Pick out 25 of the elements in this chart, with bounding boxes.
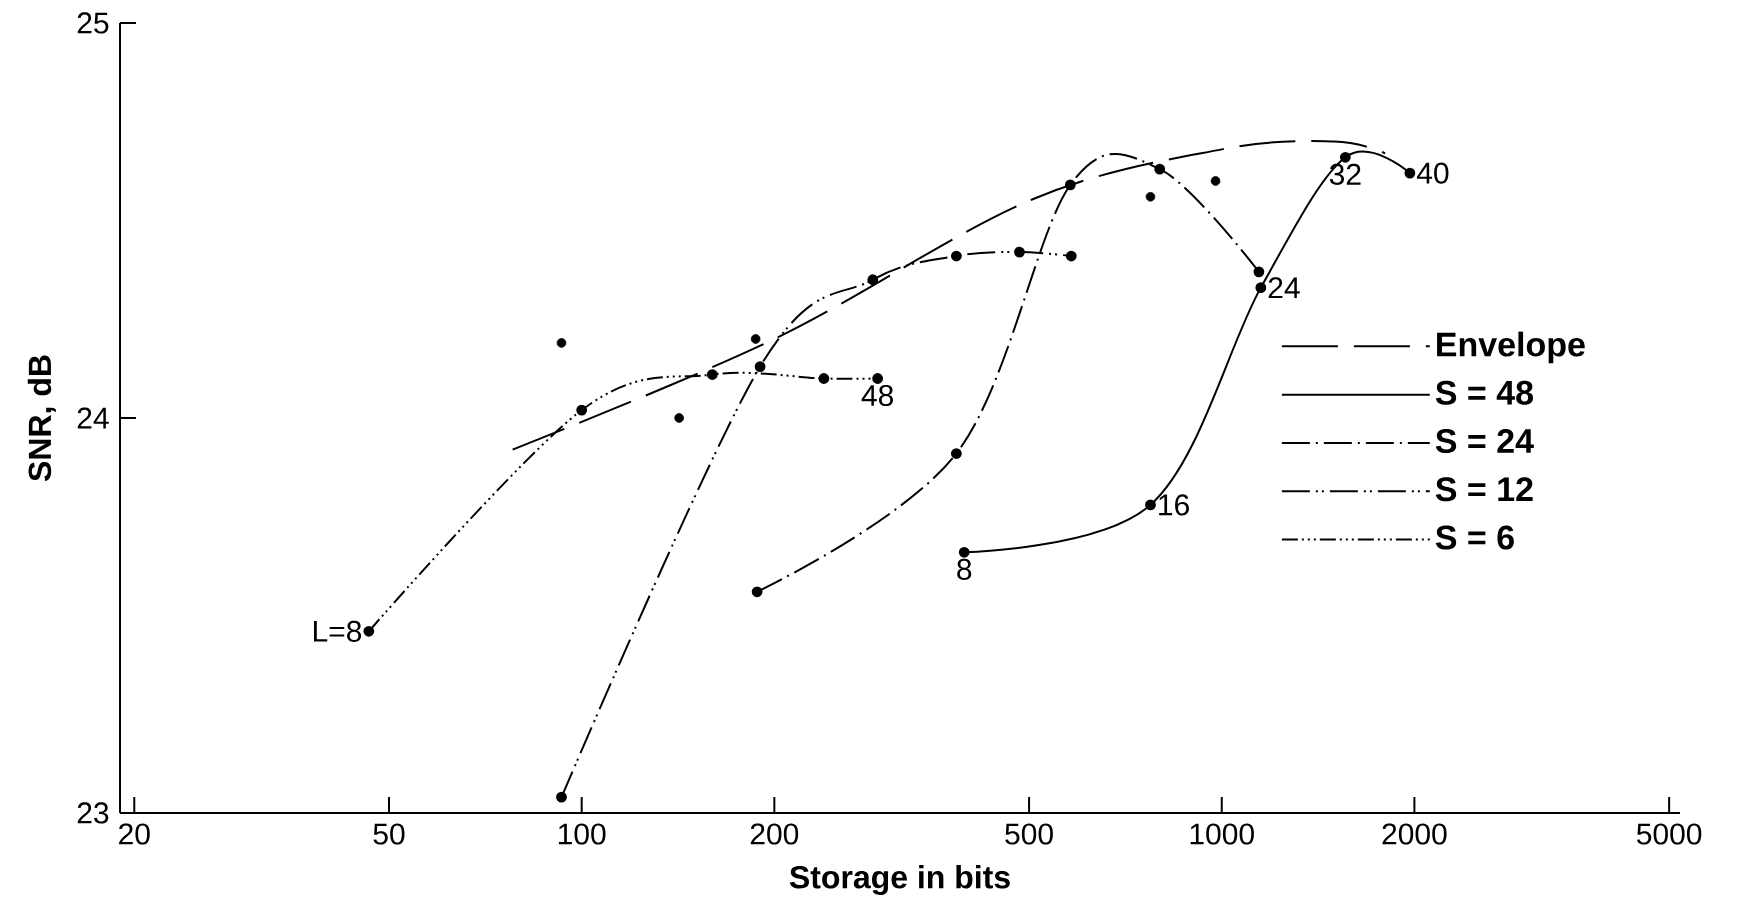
annotation: 48	[861, 384, 894, 407]
x-tick-label: 20	[119, 823, 150, 845]
annotation: 32	[1329, 163, 1361, 185]
y-tick-label: 24	[77, 407, 109, 429]
annotation: 40	[1416, 162, 1449, 184]
y-tick-label: 23	[77, 802, 109, 824]
y-tick-label: 25	[77, 12, 109, 34]
x-tick-label: 500	[1005, 823, 1053, 845]
legend-label: S = 48	[1435, 380, 1533, 405]
annotation: 8	[957, 558, 972, 580]
annotation: L=8	[313, 620, 362, 642]
x-tick-label: 1000	[1190, 823, 1254, 845]
x-tick-label: 200	[750, 823, 799, 845]
x-tick-label: 100	[558, 823, 606, 845]
annotation: 24	[1268, 277, 1300, 299]
x-axis-title: Storage in bits	[789, 865, 1010, 895]
legend-label: S = 12	[1435, 477, 1533, 502]
annotation: 16	[1159, 494, 1189, 516]
x-tick-label: 50	[373, 823, 405, 845]
y-axis-title: SNR, dB	[27, 355, 56, 482]
x-tick-label: 5000	[1636, 823, 1702, 845]
x-tick-label: 2000	[1382, 823, 1447, 845]
legend-label: S = 24	[1435, 428, 1534, 454]
legend-label: Envelope	[1437, 331, 1585, 364]
legend-label: S = 6	[1435, 525, 1514, 550]
